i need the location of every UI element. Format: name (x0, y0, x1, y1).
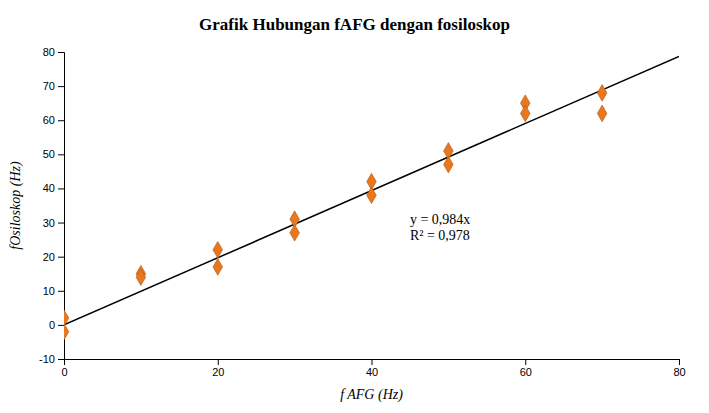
tick-label: 70 (43, 80, 55, 92)
title: Grafik Hubungan fAFG dengan fosiloskop (199, 15, 510, 34)
plot-area (64, 56, 679, 340)
point (136, 269, 146, 286)
tick-mark (58, 223, 64, 224)
point (444, 156, 454, 173)
tick: 40 (43, 182, 64, 194)
tick-mark (218, 359, 219, 365)
point (597, 85, 607, 102)
tick-mark (58, 154, 64, 155)
point (520, 105, 530, 122)
point (367, 187, 377, 204)
tick-label: 20 (212, 366, 224, 378)
tick-mark (58, 52, 64, 53)
point (213, 259, 223, 276)
point (64, 310, 69, 327)
tick: 0 (61, 359, 67, 378)
point (597, 105, 607, 122)
trend-line (64, 56, 679, 325)
tick-label: 80 (673, 366, 685, 378)
tick-mark (58, 188, 64, 189)
tick: 60 (43, 114, 64, 126)
tick-label: 30 (43, 217, 55, 229)
tick-label: 0 (49, 319, 55, 331)
tick-label: 50 (43, 148, 55, 160)
tick-mark (58, 291, 64, 292)
annotation-line: y = 0,984x (410, 213, 470, 228)
tick: 20 (43, 251, 64, 263)
axis-line (65, 360, 680, 366)
tick-label: 40 (43, 182, 55, 194)
tick: 20 (212, 359, 224, 378)
x-axis: 0 20 40 60 80 (61, 359, 685, 378)
tick-mark (58, 359, 64, 360)
tick-mark (525, 359, 526, 365)
tick-mark (58, 257, 64, 258)
tick-label: -10 (39, 353, 55, 365)
tick: 80 (43, 46, 64, 58)
tick-mark (372, 359, 373, 365)
axis-line (58, 53, 65, 360)
tick-mark (679, 359, 680, 365)
annotation-line: R² = 0,978 (410, 229, 470, 244)
tick: 70 (43, 80, 64, 92)
tick: -10 (39, 353, 64, 365)
tick-mark (58, 86, 64, 87)
tick: 30 (43, 217, 64, 229)
tick: 0 (49, 319, 64, 331)
tick: 50 (43, 148, 64, 160)
tick-label: 80 (43, 46, 55, 58)
x-axis-title: f AFG (Hz) (340, 387, 403, 403)
tick-label: 40 (366, 366, 378, 378)
y-axis-title: fOsiloskop (Hz) (8, 161, 24, 250)
point (290, 224, 300, 241)
tick: 80 (673, 359, 685, 378)
tick-mark (58, 120, 64, 121)
tick-label: 20 (43, 251, 55, 263)
tick-label: 0 (61, 366, 67, 378)
y-axis: -10 0 10 20 30 40 50 60 70 80 (39, 46, 64, 365)
tick-label: 60 (520, 366, 532, 378)
chart: Grafik Hubungan fAFG dengan fosiloskop 0 2… (0, 0, 709, 413)
tick-label: 10 (43, 285, 55, 297)
tick: 60 (520, 359, 532, 378)
point (213, 242, 223, 259)
annotation: y = 0,984xR² = 0,978 (410, 213, 470, 244)
tick-mark (58, 325, 64, 326)
tick: 40 (366, 359, 378, 378)
tick-label: 60 (43, 114, 55, 126)
tick: 10 (43, 285, 64, 297)
point (64, 323, 69, 340)
